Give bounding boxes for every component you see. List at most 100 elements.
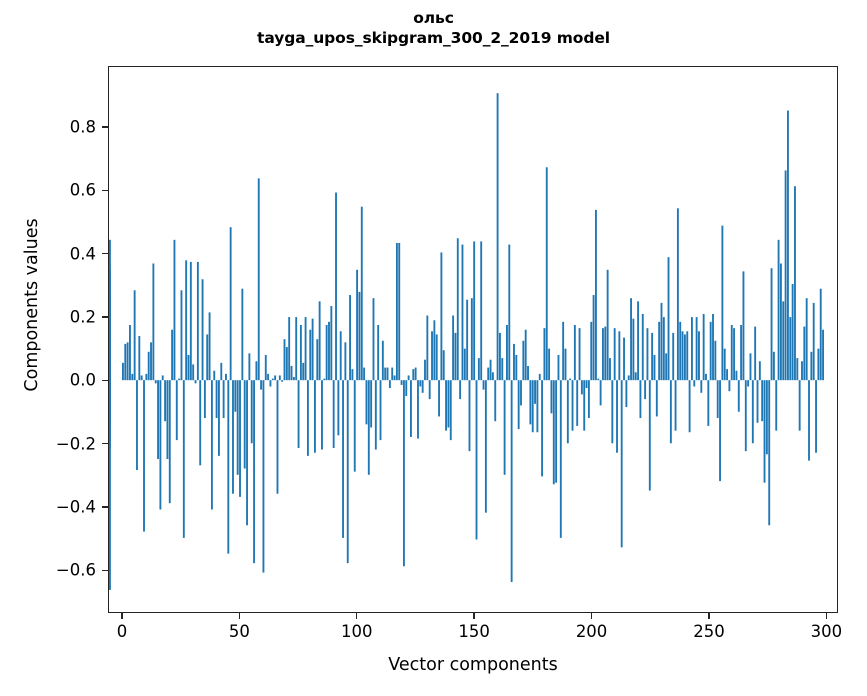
bar — [538, 373, 541, 381]
bar — [721, 225, 724, 381]
bar — [421, 380, 424, 393]
bar — [730, 324, 733, 381]
x-tick-label: 250 — [693, 622, 725, 641]
bar — [372, 298, 375, 381]
bar — [609, 358, 611, 381]
bar — [634, 372, 637, 381]
bar — [276, 380, 279, 494]
bar — [716, 380, 719, 419]
bar — [742, 271, 745, 381]
bar — [189, 261, 192, 381]
bar — [250, 380, 253, 444]
bar — [402, 380, 405, 567]
bar — [136, 380, 138, 471]
bar — [461, 244, 464, 381]
bar — [138, 336, 141, 381]
bar — [269, 380, 272, 387]
bar — [585, 380, 588, 389]
bar — [187, 354, 190, 381]
bar — [693, 380, 696, 387]
chart-title-line-2: tayga_upos_skipgram_300_2_2019 model — [257, 29, 610, 48]
bar — [321, 380, 323, 450]
bar — [140, 375, 143, 381]
bar — [267, 373, 270, 381]
bar — [735, 370, 738, 381]
bar — [143, 380, 145, 532]
bar — [236, 380, 239, 475]
bar — [463, 348, 466, 381]
bar — [644, 380, 647, 400]
bar — [590, 321, 593, 381]
bar — [791, 283, 794, 381]
bar — [541, 380, 544, 477]
bar — [815, 380, 817, 453]
bar — [655, 380, 658, 417]
bar — [468, 380, 471, 452]
bar — [417, 380, 419, 439]
bar — [552, 380, 555, 485]
bar — [349, 295, 352, 381]
bar — [435, 334, 438, 381]
bar — [328, 321, 330, 381]
bar — [262, 380, 265, 573]
bar — [578, 328, 581, 381]
bar — [222, 380, 225, 419]
bar — [180, 290, 183, 381]
bar — [393, 375, 396, 381]
bar — [358, 291, 361, 381]
bar — [410, 380, 412, 437]
bar — [243, 380, 246, 469]
bar — [131, 373, 134, 381]
bar — [630, 298, 632, 381]
bar — [199, 380, 202, 466]
bar — [264, 354, 267, 381]
bar — [400, 380, 403, 385]
y-tick-mark — [101, 506, 109, 508]
bar — [459, 380, 462, 400]
bar — [587, 380, 590, 419]
bar — [210, 380, 213, 510]
bar — [339, 331, 342, 381]
bar — [803, 326, 806, 381]
bar — [178, 378, 181, 381]
bar — [419, 380, 422, 387]
bar — [323, 378, 326, 381]
y-tick-mark — [101, 379, 109, 381]
bar — [424, 359, 426, 381]
bar — [330, 306, 333, 381]
y-axis-label: Components values — [22, 218, 42, 392]
bar — [662, 317, 665, 381]
bar — [599, 380, 602, 406]
bar — [161, 375, 164, 381]
bar — [501, 358, 504, 381]
bar — [246, 380, 248, 526]
bar — [260, 380, 263, 390]
bar — [185, 260, 188, 381]
bar — [651, 332, 654, 381]
bar — [789, 317, 792, 381]
bar — [749, 353, 752, 381]
bar — [405, 380, 408, 396]
bar — [564, 348, 567, 381]
bar — [365, 380, 368, 425]
bar — [311, 318, 314, 381]
bar — [573, 324, 576, 381]
bar — [109, 380, 111, 590]
bar — [763, 380, 766, 483]
bar — [676, 208, 679, 381]
bar — [508, 244, 511, 381]
bar — [498, 332, 501, 381]
bar — [192, 364, 195, 381]
bar — [569, 378, 572, 381]
bar — [618, 331, 621, 381]
bar — [335, 192, 337, 381]
bar — [520, 380, 522, 406]
bar — [534, 380, 536, 404]
bar — [206, 334, 209, 381]
bar — [550, 380, 553, 414]
bar — [667, 257, 670, 381]
bar — [639, 380, 642, 419]
bar — [660, 302, 663, 381]
bar — [475, 380, 478, 540]
